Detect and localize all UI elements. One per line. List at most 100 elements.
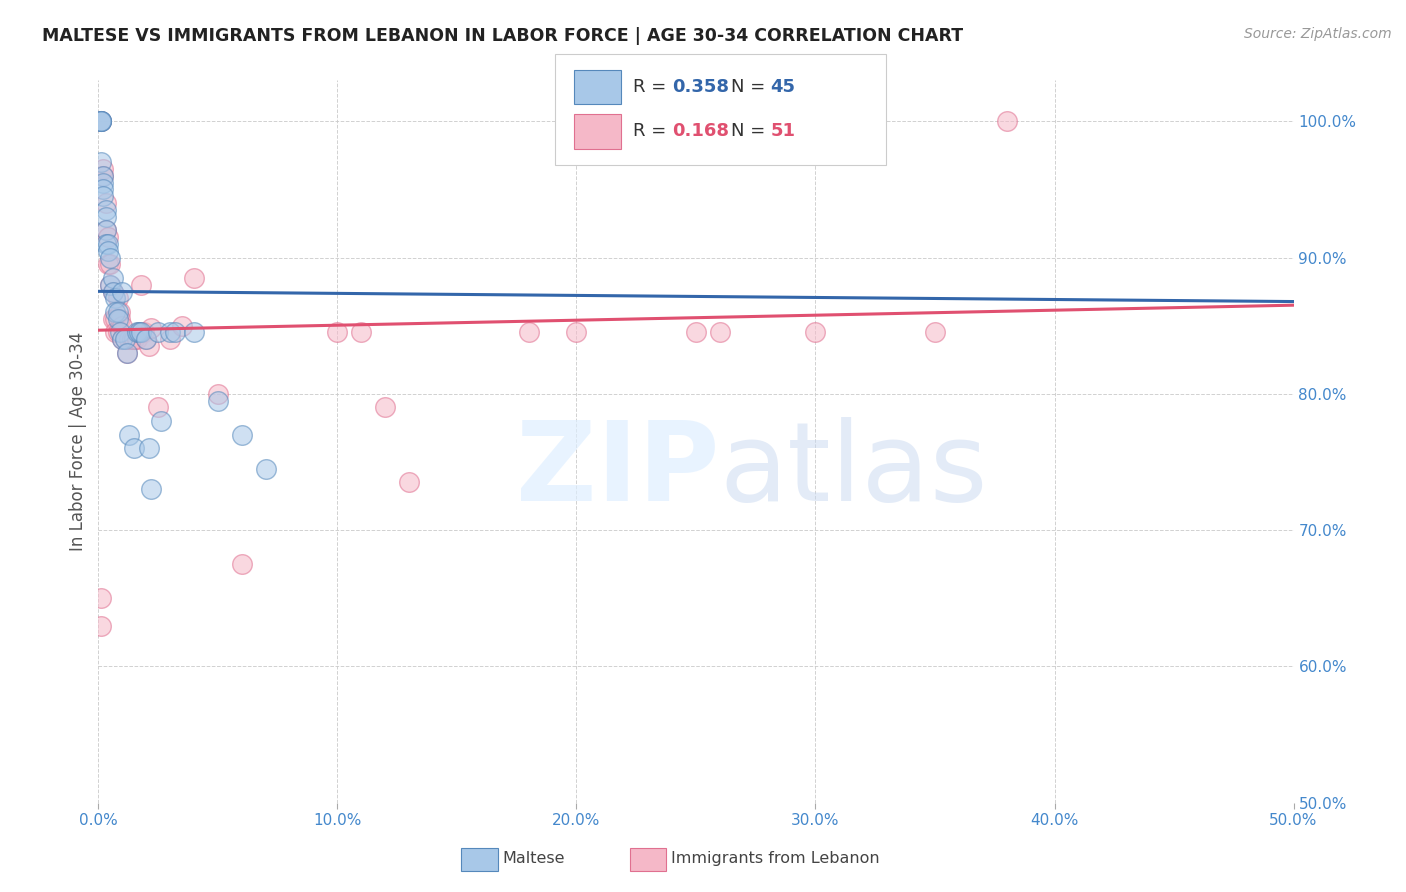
Point (97, 244, 120, 258)
Point (104, 292, 127, 306)
Point (104, 305, 127, 319)
Point (94, 236, 117, 251)
Point (125, 326, 148, 340)
Point (131, 326, 153, 340)
Point (108, 326, 131, 340)
Point (98, 277, 122, 292)
Point (135, 332, 157, 346)
Text: Immigrants from Lebanon: Immigrants from Lebanon (671, 851, 879, 865)
Point (108, 311, 131, 326)
Point (91, 169, 114, 183)
Point (138, 339, 160, 353)
Point (148, 326, 170, 340)
Point (118, 427, 141, 442)
Point (97, 236, 120, 251)
Point (924, 326, 946, 340)
Point (804, 326, 827, 340)
Point (159, 332, 181, 346)
Point (91, 161, 114, 176)
Point (107, 326, 129, 340)
Point (517, 326, 540, 340)
Text: R =: R = (633, 122, 672, 140)
Point (326, 326, 349, 340)
Text: N =: N = (731, 122, 770, 140)
Point (128, 326, 150, 340)
Point (90, 114, 112, 128)
Point (91, 176, 114, 190)
Point (374, 401, 396, 415)
Point (148, 401, 170, 415)
Point (108, 305, 131, 319)
Point (138, 442, 160, 456)
Point (107, 292, 129, 306)
Point (107, 305, 129, 319)
Text: ZIP: ZIP (516, 417, 720, 524)
Point (111, 332, 134, 346)
Point (163, 326, 186, 340)
Point (115, 346, 138, 360)
Point (91, 182, 114, 196)
Point (98, 251, 122, 265)
Point (183, 326, 205, 340)
Point (565, 326, 588, 340)
Point (131, 277, 153, 292)
Point (159, 326, 181, 340)
Point (139, 482, 162, 496)
Point (207, 393, 229, 408)
Text: R =: R = (633, 78, 672, 95)
Point (94, 223, 117, 237)
Text: 51: 51 (770, 122, 796, 140)
Y-axis label: In Labor Force | Age 30-34: In Labor Force | Age 30-34 (69, 332, 87, 551)
Text: Source: ZipAtlas.com: Source: ZipAtlas.com (1244, 27, 1392, 41)
Point (398, 475, 420, 490)
Text: atlas: atlas (720, 417, 988, 524)
Point (149, 414, 172, 428)
Point (254, 462, 277, 476)
Point (98, 257, 122, 271)
Point (91, 169, 114, 183)
Point (90, 114, 112, 128)
Point (111, 285, 134, 299)
Point (125, 332, 148, 346)
Point (709, 326, 731, 340)
Text: N =: N = (731, 78, 770, 95)
Point (90, 114, 112, 128)
Point (91, 189, 114, 203)
Point (104, 311, 127, 326)
Point (350, 326, 373, 340)
Point (101, 271, 124, 285)
Point (114, 332, 136, 346)
Text: 0.358: 0.358 (672, 78, 730, 95)
Point (97, 257, 120, 271)
Point (124, 332, 146, 346)
Point (121, 332, 143, 346)
Point (172, 318, 194, 333)
Point (90, 114, 112, 128)
Point (128, 326, 150, 340)
Point (139, 321, 162, 335)
Point (101, 311, 124, 326)
Point (90, 155, 112, 169)
Point (183, 271, 205, 285)
Point (97, 230, 120, 244)
Point (756, 114, 779, 128)
Text: 45: 45 (770, 78, 796, 95)
Point (90, 114, 112, 128)
Point (685, 326, 707, 340)
Point (132, 326, 155, 340)
Point (98, 277, 122, 292)
Point (111, 318, 134, 333)
Point (124, 332, 146, 346)
Point (111, 332, 134, 346)
Point (995, 114, 1018, 128)
Point (94, 202, 117, 217)
Point (94, 223, 117, 237)
Point (124, 442, 146, 456)
Point (90, 591, 112, 606)
Text: MALTESE VS IMMIGRANTS FROM LEBANON IN LABOR FORCE | AGE 30-34 CORRELATION CHART: MALTESE VS IMMIGRANTS FROM LEBANON IN LA… (42, 27, 963, 45)
Point (135, 332, 157, 346)
Point (207, 387, 229, 401)
Text: 0.168: 0.168 (672, 122, 730, 140)
Point (115, 346, 138, 360)
Point (101, 285, 124, 299)
